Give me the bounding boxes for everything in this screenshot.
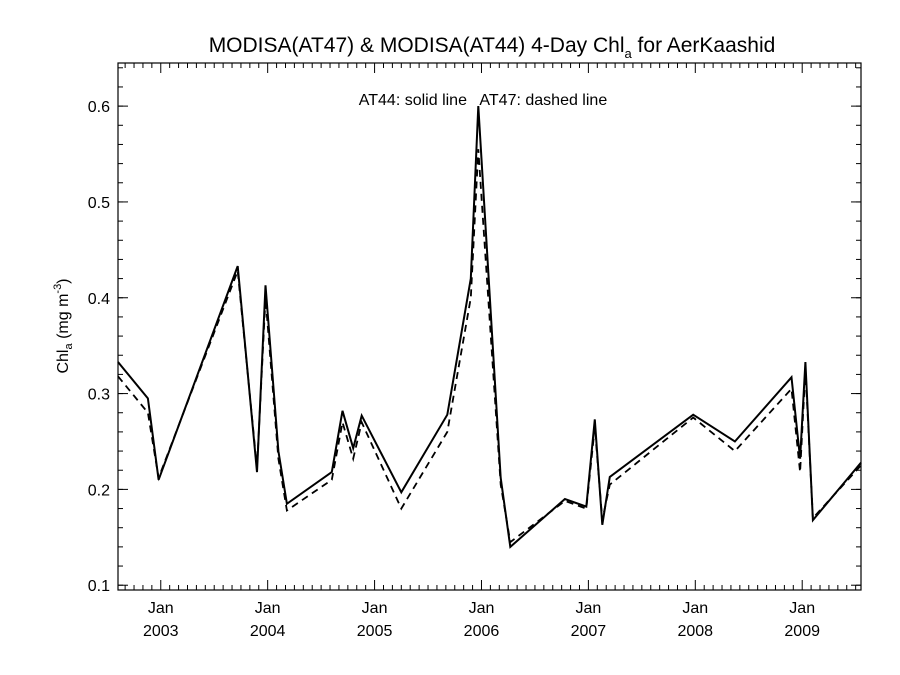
x-tick-label-month: Jan — [362, 600, 388, 617]
chart-title-main: MODISA(AT47) & MODISA(AT44) 4-Day Chl — [209, 34, 625, 57]
x-tick-label-year: 2008 — [677, 623, 713, 640]
axis-ticks: 0.1 0.2 0.3 0.4 0.5 0.6 Jan 2003 Jan 2004 Jan 2005 J… — [88, 63, 861, 640]
x-tick-label-month: Jan — [575, 600, 601, 617]
y-tick-label: 0.3 — [88, 387, 110, 404]
x-tick-label-year: 2009 — [784, 623, 820, 640]
y-tick-label: 0.6 — [88, 99, 110, 116]
x-tick-label-year: 2005 — [357, 623, 393, 640]
y-axis-label: Chla (mg m-3) — [52, 278, 75, 373]
plot-frame — [117, 62, 862, 591]
chart-title-rest: for AerKaashid — [632, 34, 776, 57]
x-tick-label-year: 2007 — [571, 623, 607, 640]
x-tick-label-month: Jan — [682, 600, 708, 617]
chart-title-subscript: a — [624, 46, 632, 61]
y-tick-label: 0.1 — [88, 578, 110, 595]
x-tick-label-month: Jan — [255, 600, 281, 617]
y-axis-label-superscript: -3 — [52, 284, 64, 294]
series-line-at47 — [117, 149, 862, 544]
y-axis-label-main: Chl — [55, 350, 72, 374]
x-tick-label-year: 2006 — [464, 623, 500, 640]
chart-title: MODISA(AT47) & MODISA(AT44) 4-Day Chla f… — [209, 34, 776, 61]
legend-annotation: AT44: solid line AT47: dashed line — [359, 92, 608, 109]
x-tick-label-month: Jan — [789, 600, 815, 617]
x-tick-label-month: Jan — [469, 600, 495, 617]
x-tick-label-year: 2004 — [250, 623, 286, 640]
y-tick-label: 0.4 — [88, 291, 110, 308]
x-tick-label-year: 2003 — [143, 623, 179, 640]
y-tick-label: 0.2 — [88, 482, 110, 499]
y-axis-label-subscript: a — [63, 343, 75, 350]
x-tick-label-month: Jan — [148, 600, 174, 617]
y-axis-label-close: ) — [55, 278, 72, 283]
y-axis-label-unit: (mg m — [55, 294, 72, 344]
series-lines — [117, 106, 862, 549]
y-tick-label: 0.5 — [88, 195, 110, 212]
